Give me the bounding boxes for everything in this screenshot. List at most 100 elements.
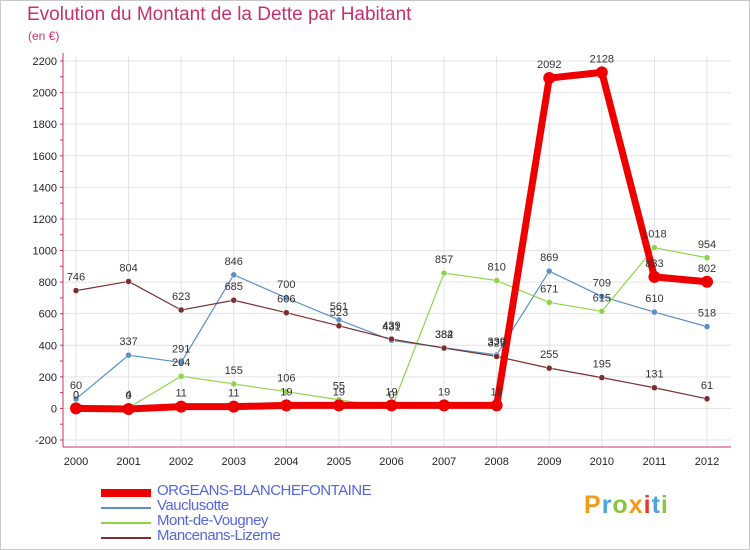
data-point xyxy=(546,267,553,275)
unit-label: (en €) xyxy=(28,29,60,43)
data-label: 518 xyxy=(698,308,716,320)
data-label: 0 xyxy=(126,390,132,402)
data-point xyxy=(385,399,398,412)
data-label: 131 xyxy=(645,369,663,381)
data-label: 1018 xyxy=(642,229,666,241)
data-label: 19 xyxy=(280,386,292,398)
data-label: 700 xyxy=(277,279,295,291)
data-point xyxy=(598,293,606,300)
y-tick-label: 1800 xyxy=(33,119,57,131)
data-point xyxy=(493,277,500,284)
data-label: 0 xyxy=(388,389,394,401)
data-label: 329 xyxy=(487,337,505,349)
data-label: 846 xyxy=(225,256,243,268)
y-tick-label: 2000 xyxy=(33,88,57,100)
data-point xyxy=(703,323,711,330)
data-label: 11 xyxy=(228,388,239,400)
data-point xyxy=(440,344,448,352)
data-label: 61 xyxy=(701,380,713,392)
data-label: 19 xyxy=(333,386,345,398)
y-tick-label: 200 xyxy=(39,372,57,384)
data-point xyxy=(230,271,237,279)
data-label: 155 xyxy=(225,365,243,377)
data-point xyxy=(125,278,132,285)
y-tick-label: -200 xyxy=(35,435,57,447)
y-tick-label: 400 xyxy=(39,340,57,352)
data-point xyxy=(177,359,185,366)
data-point xyxy=(283,294,290,302)
y-tick-label: 1600 xyxy=(33,151,57,163)
legend-swatch xyxy=(101,506,151,509)
data-label: 2092 xyxy=(537,59,561,71)
data-label: 810 xyxy=(487,262,505,274)
data-label: 195 xyxy=(593,359,611,371)
y-tick-label: 0 xyxy=(51,403,57,415)
y-tick-label: 600 xyxy=(39,309,57,321)
x-tick-label: 2006 xyxy=(379,456,403,468)
proxiti-logo: Proxiti xyxy=(584,491,669,520)
y-tick-label: 2200 xyxy=(33,56,57,68)
data-point xyxy=(230,296,237,304)
data-label: 615 xyxy=(593,292,611,304)
data-label: 561 xyxy=(330,301,348,313)
data-label: 384 xyxy=(435,329,453,341)
data-label: 746 xyxy=(67,272,85,284)
data-label: 439 xyxy=(382,320,400,332)
legend-label: ORGEANS-BLANCHEFONTAINE xyxy=(157,482,372,499)
x-tick-label: 2008 xyxy=(484,456,508,468)
data-label: 804 xyxy=(119,262,137,274)
x-tick-label: 2010 xyxy=(590,456,614,468)
data-label: 19 xyxy=(438,386,450,398)
data-point xyxy=(70,402,82,415)
data-point xyxy=(72,287,80,294)
data-label: 19 xyxy=(385,386,397,398)
data-label: 11 xyxy=(175,388,186,400)
data-point xyxy=(177,372,185,380)
legend-swatch xyxy=(101,521,151,524)
data-point xyxy=(598,374,606,381)
data-label: 382 xyxy=(435,329,453,341)
data-point xyxy=(598,308,606,315)
x-tick-label: 2009 xyxy=(537,456,561,468)
data-label: 0 xyxy=(73,389,79,401)
data-point xyxy=(175,400,188,413)
data-label: 606 xyxy=(277,294,295,306)
y-tick-label: 1200 xyxy=(33,214,57,226)
data-point xyxy=(703,395,711,403)
data-point xyxy=(335,322,343,330)
data-point xyxy=(125,351,132,359)
data-point xyxy=(280,399,293,412)
y-tick-label: 1400 xyxy=(33,182,57,194)
data-point xyxy=(283,388,290,395)
legend-swatch xyxy=(101,488,151,497)
x-tick-label: 2000 xyxy=(64,456,88,468)
data-label: 60 xyxy=(70,380,82,392)
x-tick-label: 2005 xyxy=(327,456,351,468)
data-point xyxy=(701,275,713,288)
data-label: 431 xyxy=(382,321,400,333)
x-tick-label: 2001 xyxy=(116,456,140,468)
x-tick-label: 2011 xyxy=(643,456,667,468)
data-point xyxy=(388,335,395,343)
data-label: 4 xyxy=(126,389,132,401)
data-label: 869 xyxy=(540,252,558,264)
data-label: 610 xyxy=(645,293,663,305)
logo-letter: P xyxy=(584,491,602,519)
data-label: 709 xyxy=(593,277,611,289)
x-tick-label: 2004 xyxy=(274,456,298,468)
data-label: 802 xyxy=(698,263,716,275)
data-label: 19 xyxy=(491,386,503,398)
x-tick-label: 2003 xyxy=(222,456,246,468)
data-label: 954 xyxy=(698,239,716,251)
data-point xyxy=(543,72,556,85)
y-tick-label: 1000 xyxy=(33,246,57,258)
data-label: 857 xyxy=(435,254,453,266)
logo-letter: i xyxy=(660,491,669,519)
data-point xyxy=(595,66,608,79)
data-label: 685 xyxy=(225,281,243,293)
data-label: 106 xyxy=(277,373,295,385)
x-tick-label: 2007 xyxy=(432,456,456,468)
data-label: 255 xyxy=(540,349,558,361)
